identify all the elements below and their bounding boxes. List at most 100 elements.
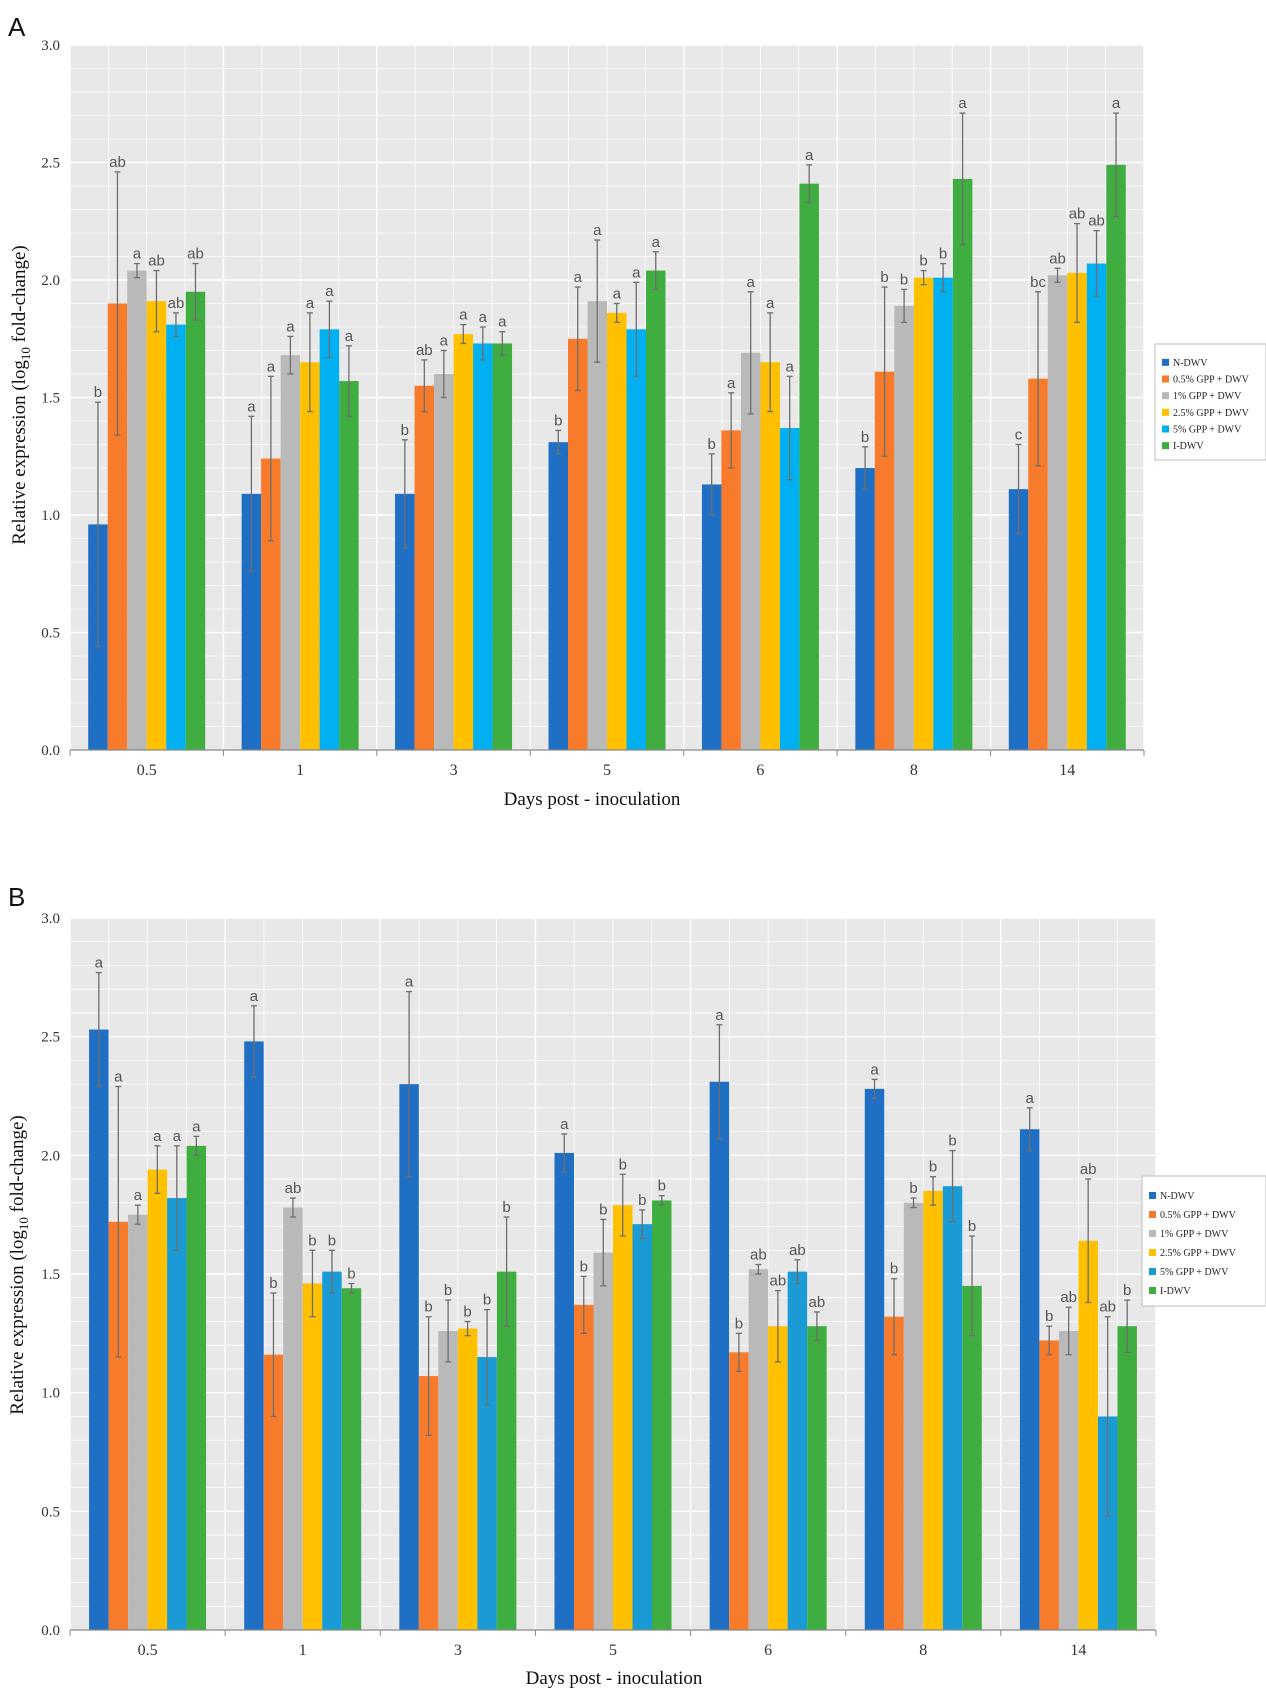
panel-a-significance-label: a bbox=[632, 264, 641, 281]
panel-b-bar bbox=[341, 1288, 362, 1630]
panel-b-bar bbox=[632, 1224, 652, 1630]
panel-b-legend: N-DWV 0.5% GPP + DWV 1% GPP + DWV 2.5% GPP … bbox=[1141, 1175, 1266, 1307]
panel-b-significance-label: a bbox=[153, 1128, 162, 1145]
panel-b-y-tick-label: 2.0 bbox=[41, 1148, 60, 1164]
panel-a-significance-label: a bbox=[247, 398, 256, 415]
panel-a-significance-label: a bbox=[345, 328, 354, 345]
panel-a-y-tick-label: 2.0 bbox=[41, 273, 60, 289]
panel-a-x-tick-label: 3 bbox=[450, 762, 458, 779]
panel-a-significance-label: a bbox=[805, 147, 814, 164]
panel-a-bar bbox=[1028, 378, 1048, 750]
panel-a-legend-swatch bbox=[1162, 392, 1169, 400]
panel-a-significance-label: ab bbox=[109, 154, 126, 171]
panel-b-significance-label: b bbox=[347, 1265, 355, 1282]
panel-b-bar bbox=[1019, 1129, 1040, 1630]
panel-a-significance-label: a bbox=[574, 269, 583, 286]
panel-b-x-tick-label: 6 bbox=[764, 1642, 772, 1659]
panel-b-bar bbox=[593, 1252, 613, 1630]
panel-b-significance-label: a bbox=[715, 1007, 724, 1024]
panel-a-bar bbox=[913, 277, 934, 750]
panel-b-legend-label: I-DWV bbox=[1160, 1286, 1191, 1297]
panel-a-bar bbox=[740, 352, 761, 750]
panel-a-y-tick-label: 0.0 bbox=[41, 743, 60, 759]
panel-a-significance-label: b bbox=[554, 412, 562, 429]
panel-b-bar bbox=[1078, 1240, 1098, 1630]
panel-a-bar bbox=[1106, 164, 1126, 751]
panel-b-legend-label: 5% GPP + DWV bbox=[1160, 1267, 1229, 1278]
panel-b-significance-label: b bbox=[580, 1258, 588, 1275]
panel-b-significance-label: b bbox=[890, 1261, 898, 1278]
panel-a-significance-label: a bbox=[593, 222, 602, 239]
panel-a-bar bbox=[779, 428, 800, 750]
panel-a-bar bbox=[453, 334, 474, 750]
panel-a-legend: N-DWV 0.5% GPP + DWV 1% GPP + DWV 2.5% GPP … bbox=[1154, 343, 1266, 461]
panel-b-bar bbox=[748, 1269, 769, 1630]
panel-a-y-tick-label: 1.0 bbox=[41, 508, 60, 524]
panel-b-legend-swatch bbox=[1149, 1192, 1156, 1199]
panel-b-bar bbox=[457, 1328, 478, 1630]
panel-a-significance-label: a bbox=[325, 283, 334, 300]
panel-b-significance-label: b bbox=[909, 1180, 917, 1197]
panel-a-significance-label: ab bbox=[416, 342, 433, 359]
panel-a-y-tick-label: 1.5 bbox=[41, 391, 60, 407]
panel-b-y-axis-title: Relative expression (log10 fold-change) bbox=[7, 1115, 31, 1415]
panel-b-y-tick-label: 1.0 bbox=[41, 1386, 60, 1402]
panel-a-significance-label: b bbox=[861, 429, 869, 446]
panel-b-y-tick-label: 1.5 bbox=[41, 1267, 60, 1283]
panel-a-significance-label: bc bbox=[1030, 274, 1046, 291]
panel-a-significance-label: a bbox=[766, 295, 775, 312]
panel-a-bar bbox=[874, 371, 895, 750]
panel-a-significance-label: ab bbox=[187, 246, 204, 263]
panel-a-bar bbox=[127, 270, 147, 750]
panel-a-bar bbox=[185, 291, 206, 750]
panel-b-bar bbox=[186, 1145, 207, 1630]
panel-b-significance-label: b bbox=[424, 1299, 432, 1316]
panel-b-legend-swatch bbox=[1149, 1249, 1156, 1256]
panel-a-bar bbox=[261, 458, 281, 750]
panel-b-legend-box bbox=[1141, 1175, 1266, 1307]
panel-b-significance-label: ab bbox=[1060, 1289, 1077, 1306]
panel-b-legend-label: 2.5% GPP + DWV bbox=[1160, 1248, 1237, 1259]
panel-a-x-tick-label: 1 bbox=[296, 762, 304, 779]
panel-a-bar bbox=[1086, 263, 1107, 750]
panel-b-significance-label: a bbox=[405, 974, 414, 991]
panel-a-significance-label: c bbox=[1015, 427, 1023, 444]
panel-b-bar bbox=[554, 1152, 574, 1630]
panel-a-bar bbox=[721, 430, 741, 750]
panel-b-significance-label: ab bbox=[1099, 1299, 1116, 1316]
panel-a-bar bbox=[933, 277, 953, 750]
panel-b-legend-label: 0.5% GPP + DWV bbox=[1160, 1210, 1237, 1221]
panel-b-significance-label: ab bbox=[750, 1247, 767, 1264]
panel-b-significance-label: b bbox=[735, 1315, 743, 1332]
panel-b-bar bbox=[438, 1330, 458, 1630]
panel-a-bar bbox=[587, 301, 607, 750]
panel-a-bar bbox=[1047, 275, 1068, 750]
panel-b-bar bbox=[167, 1198, 187, 1630]
panel-b-significance-label: b bbox=[968, 1218, 976, 1235]
panel-b-y-tick-label: 3.0 bbox=[41, 911, 60, 927]
panel-b-bar bbox=[574, 1304, 594, 1630]
panel-a-legend-swatch bbox=[1162, 375, 1169, 383]
panel-b-significance-label: b bbox=[619, 1156, 627, 1173]
panel-a-significance-label: a bbox=[479, 309, 488, 326]
panel-a-significance-label: ab bbox=[1049, 250, 1066, 267]
panel-b-significance-label: b bbox=[308, 1232, 316, 1249]
panel-a-significance-label: a bbox=[267, 358, 276, 375]
panel-b-significance-label: a bbox=[134, 1187, 143, 1204]
panel-a-legend-label: 1% GPP + DWV bbox=[1173, 391, 1242, 402]
panel-b-x-axis-title: Days post - inoculation bbox=[526, 1668, 703, 1689]
panel-a-x-tick-label: 0.5 bbox=[137, 762, 157, 779]
panel-b-significance-label: b bbox=[929, 1159, 937, 1176]
panel-b-significance-label: a bbox=[192, 1118, 201, 1135]
panel-b-bar bbox=[322, 1271, 342, 1630]
panel-a-y-tick-label: 3.0 bbox=[41, 38, 60, 54]
panel-a-significance-label: ab bbox=[1069, 206, 1086, 223]
panel-a-x-tick-label: 8 bbox=[910, 762, 918, 779]
panel-a-legend-swatch bbox=[1162, 425, 1169, 433]
panel-a-significance-label: ab bbox=[168, 295, 185, 312]
panel-b-bar bbox=[807, 1326, 827, 1630]
panel-b-bar bbox=[244, 1041, 264, 1630]
panel-b-y-tick-label: 2.5 bbox=[41, 1030, 60, 1046]
panel-a-significance-label: a bbox=[306, 295, 315, 312]
